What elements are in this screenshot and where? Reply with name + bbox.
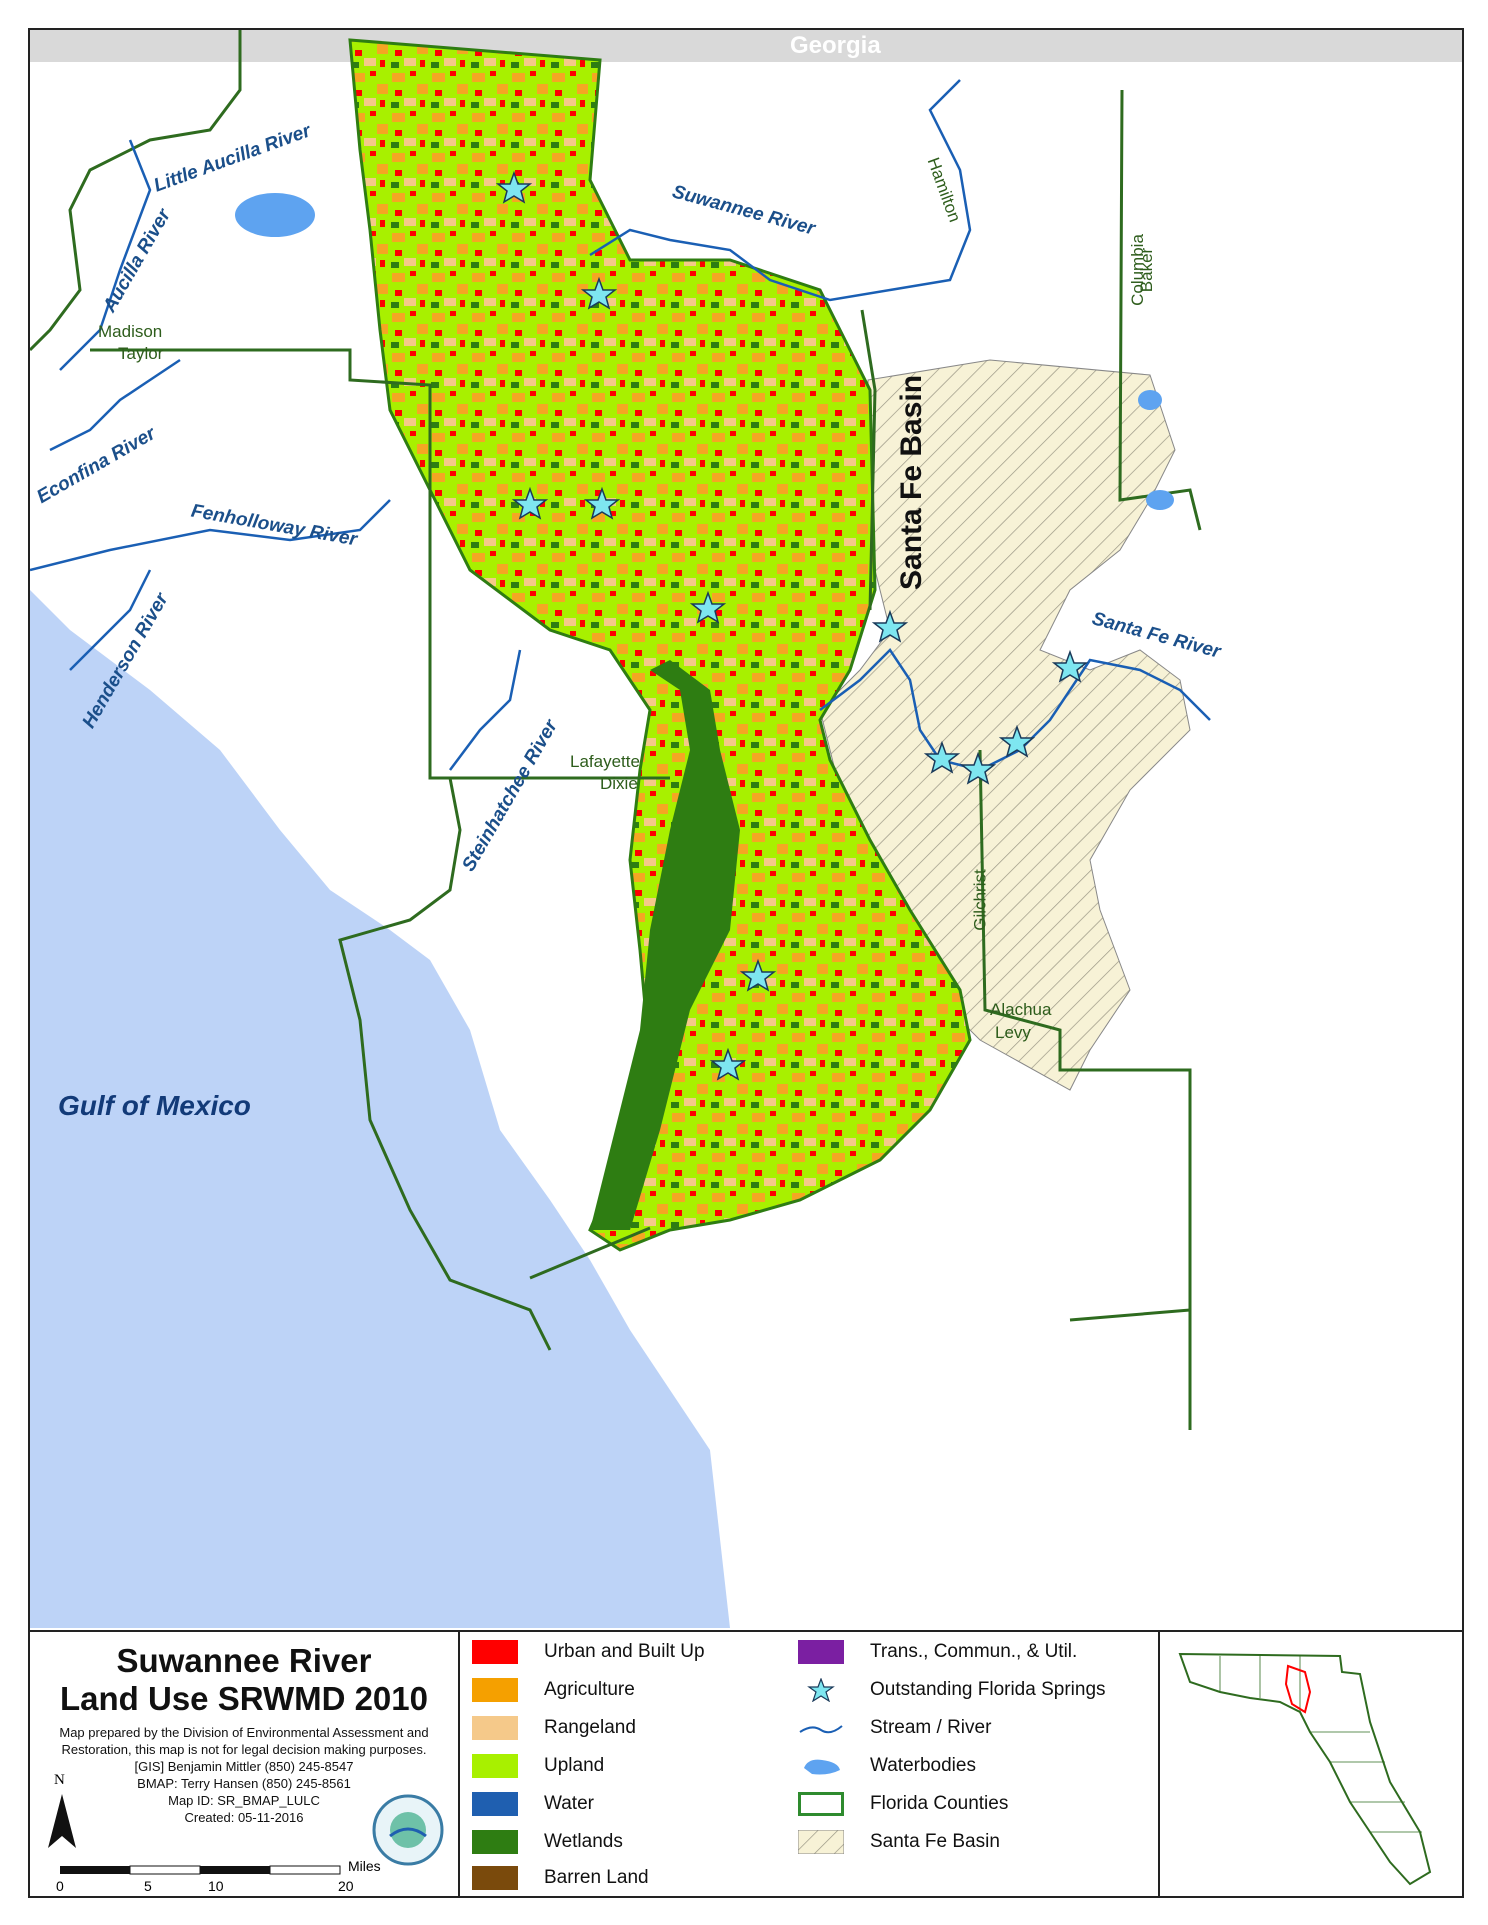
georgia-region — [30, 30, 1462, 62]
title-block: Suwannee River Land Use SRWMD 2010 Map p… — [30, 1632, 460, 1896]
legend-swatch — [472, 1792, 518, 1816]
legend-item-basin: Santa Fe Basin — [798, 1830, 1000, 1854]
spring-star-icon — [511, 486, 549, 520]
north-arrow-icon — [48, 1794, 76, 1848]
legend-swatch — [472, 1830, 518, 1854]
legend-item-water: Water — [472, 1792, 594, 1816]
map-canvas — [28, 30, 1462, 1628]
legend-label: Santa Fe Basin — [870, 1831, 1000, 1852]
star-icon — [807, 1678, 835, 1702]
legend-label: Barren Land — [544, 1867, 649, 1888]
waterbodies — [235, 193, 1174, 510]
county-outline-icon — [798, 1792, 844, 1816]
legend-item-urban: Urban and Built Up — [472, 1640, 705, 1664]
spring-star-icon — [871, 609, 909, 643]
scale-tick: 20 — [338, 1878, 354, 1894]
georgia-label: Georgia — [790, 32, 881, 59]
stream-line-icon — [799, 1725, 843, 1734]
county-label-baker: Baker — [1137, 247, 1157, 293]
spring-star-icon — [689, 590, 727, 624]
scale-tick: 10 — [208, 1878, 224, 1894]
legend-swatch — [472, 1640, 518, 1664]
credit-line: Map ID: SR_BMAP_LULC — [168, 1793, 320, 1808]
credit-line: Map prepared by the Division of Environm… — [59, 1725, 429, 1740]
waterbody-icon — [804, 1759, 840, 1775]
legend-label: Rangeland — [544, 1717, 636, 1738]
county-label-taylor: Taylor — [118, 344, 164, 363]
gulf-water — [30, 590, 730, 1628]
spring-star-icon — [998, 724, 1036, 758]
legend-panel: Suwannee River Land Use SRWMD 2010 Map p… — [30, 1630, 1462, 1898]
credit-line: [GIS] Benjamin Mittler (850) 245-8547 — [134, 1759, 354, 1774]
legend-swatch — [472, 1754, 518, 1778]
legend-item-waterbodies: Waterbodies — [798, 1754, 976, 1778]
county-label-lafayette: Lafayette — [570, 752, 640, 771]
legend-label: Trans., Commun., & Util. — [870, 1641, 1078, 1662]
county-label-alachua: Alachua — [990, 1000, 1052, 1019]
florida-inset-map — [1158, 1632, 1462, 1896]
county-label-madison: Madison — [98, 322, 163, 341]
legend-label: Stream / River — [870, 1717, 992, 1738]
spring-star-icon — [495, 170, 533, 204]
legend-label: Agriculture — [544, 1679, 635, 1700]
springs — [495, 170, 1089, 1081]
legend-swatch — [472, 1678, 518, 1702]
wetland-corridor — [590, 660, 740, 1230]
suwannee-landuse — [348, 38, 972, 1252]
legend-item-wetlands: Wetlands — [472, 1830, 623, 1854]
county-label-gilchrist: Gilchrist — [970, 869, 990, 931]
legend-label: Wetlands — [544, 1831, 623, 1852]
county-label-dixie: Dixie — [600, 774, 638, 793]
legend-label: Waterbodies — [870, 1755, 976, 1776]
legend-items: Urban and Built Up Agriculture Rangeland… — [458, 1632, 1158, 1896]
legend-label: Water — [544, 1793, 594, 1814]
legend-swatch — [472, 1716, 518, 1740]
credit-line: Restoration, this map is not for legal d… — [61, 1742, 427, 1757]
legend-label: Florida Counties — [870, 1793, 1009, 1814]
hatched-box-icon — [798, 1830, 844, 1854]
legend-item-rangeland: Rangeland — [472, 1716, 636, 1740]
spring-star-icon — [739, 958, 777, 992]
scale-bar — [60, 1865, 341, 1875]
legend-label: Upland — [544, 1755, 605, 1776]
map-title-line1: Suwannee River — [116, 1642, 372, 1679]
north-label: N — [54, 1772, 65, 1788]
legend-swatch — [798, 1640, 844, 1664]
florida-outline — [1178, 1652, 1432, 1886]
legend-swatch — [472, 1866, 518, 1890]
basin-label: Santa Fe Basin — [895, 374, 928, 590]
spring-star-icon — [959, 751, 997, 785]
scale-unit: Miles — [348, 1858, 381, 1874]
credit-line: Created: 05-11-2016 — [184, 1810, 304, 1825]
scale-tick: 0 — [56, 1878, 64, 1894]
spring-star-icon — [583, 486, 621, 520]
spring-star-icon — [1051, 649, 1089, 683]
legend-item-agriculture: Agriculture — [472, 1678, 635, 1702]
land-use-map: Georgia Santa Fe Basin Gulf of Mexico Li… — [28, 30, 1462, 1628]
spring-star-icon — [580, 276, 618, 310]
credit-line: BMAP: Terry Hansen (850) 245-8561 — [137, 1776, 351, 1791]
map-title-line2: Land Use SRWMD 2010 — [60, 1680, 428, 1717]
legend-item-springs: Outstanding Florida Springs — [798, 1678, 1106, 1702]
legend-item-barren: Barren Land — [472, 1866, 649, 1890]
credits: Map prepared by the Division of Environm… — [30, 1724, 458, 1826]
legend-label: Outstanding Florida Springs — [870, 1679, 1106, 1700]
spring-star-icon — [923, 740, 961, 774]
santa-fe-basin — [819, 359, 1191, 1091]
legend-label: Urban and Built Up — [544, 1641, 705, 1662]
legend-item-counties: Florida Counties — [798, 1792, 1008, 1816]
legend-item-upland: Upland — [472, 1754, 604, 1778]
spring-star-icon — [709, 1047, 747, 1081]
county-label-levy: Levy — [995, 1023, 1031, 1042]
legend-item-trans-util: Trans., Commun., & Util. — [798, 1640, 1077, 1664]
gulf-label: Gulf of Mexico — [58, 1090, 251, 1121]
scale-tick: 5 — [144, 1878, 152, 1894]
legend-item-stream: Stream / River — [798, 1716, 991, 1740]
dep-seal-icon — [372, 1794, 444, 1866]
